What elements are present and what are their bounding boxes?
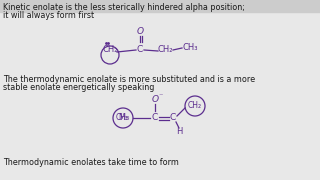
Text: H: H [176,127,182,136]
Text: The thermodynamic enolate is more substituted and is a more: The thermodynamic enolate is more substi… [3,75,255,84]
Text: CH₂: CH₂ [188,102,202,111]
Text: C: C [152,114,158,123]
Text: stable enolate energetically speaking: stable enolate energetically speaking [3,83,154,92]
Bar [0,0,320,12]
Text: ⁻: ⁻ [159,91,163,100]
Text: O: O [151,96,159,105]
Text: CH₂: CH₂ [157,46,173,55]
Text: CH₃: CH₃ [182,42,198,51]
Text: C: C [170,114,176,123]
Text: CH₂: CH₂ [102,46,118,55]
Text: Kinetic enolate is the less sterically hindered alpha position;: Kinetic enolate is the less sterically h… [3,3,245,12]
Text: M₃: M₃ [118,114,128,123]
Text: Thermodynamic enolates take time to form: Thermodynamic enolates take time to form [3,158,179,167]
Text: C: C [137,46,143,55]
Text: it will always form first: it will always form first [3,11,94,20]
Text: O: O [136,28,144,37]
Text: CH₃: CH₃ [116,114,130,123]
